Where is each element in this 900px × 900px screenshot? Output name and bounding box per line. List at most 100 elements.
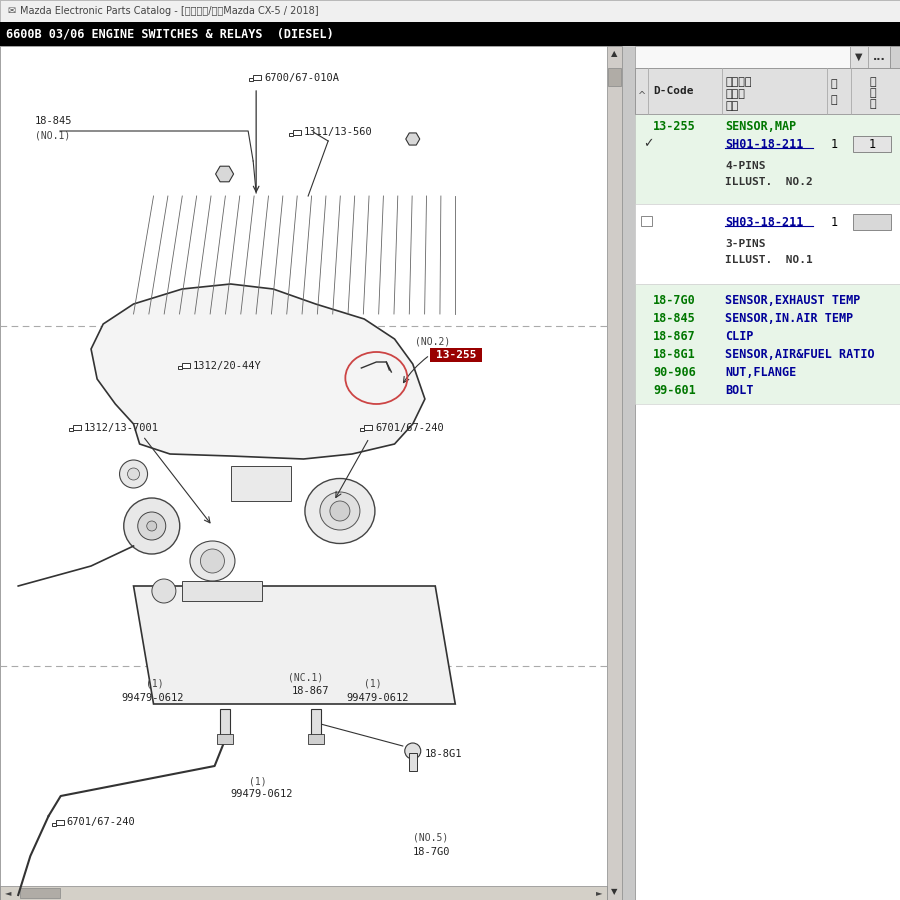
- Text: Mazda Electronic Parts Catalog - [目录图像/文本Mazda CX-5 / 2018]: Mazda Electronic Parts Catalog - [目录图像/文…: [20, 6, 319, 16]
- Bar: [56, 820, 64, 825]
- Text: 6701/67-240: 6701/67-240: [67, 817, 135, 827]
- Bar: [635, 68, 900, 114]
- Text: ▼: ▼: [611, 887, 617, 896]
- Text: 18-7G0: 18-7G0: [653, 293, 696, 307]
- Bar: [853, 136, 891, 152]
- Bar: [178, 366, 182, 369]
- Text: (1): (1): [146, 679, 163, 689]
- Text: ▼: ▼: [855, 52, 863, 62]
- Circle shape: [152, 579, 176, 603]
- Bar: [364, 425, 373, 430]
- Bar: [430, 348, 482, 362]
- Text: 1311/13-560: 1311/13-560: [304, 128, 373, 138]
- Text: 99479-0612: 99479-0612: [122, 693, 184, 703]
- Text: (NC.1): (NC.1): [289, 673, 324, 683]
- Bar: [253, 75, 261, 80]
- Text: 18-845: 18-845: [653, 311, 696, 325]
- Bar: [850, 46, 868, 68]
- Text: 4-PINS: 4-PINS: [725, 161, 766, 171]
- Text: 18-845: 18-845: [35, 116, 73, 126]
- Text: SENSOR,EXHAUST TEMP: SENSOR,EXHAUST TEMP: [725, 293, 860, 307]
- Text: (NO.2): (NO.2): [415, 336, 450, 346]
- Text: 13-255: 13-255: [653, 120, 696, 132]
- Text: (NO.5): (NO.5): [413, 833, 448, 843]
- Bar: [360, 428, 364, 431]
- Bar: [0, 22, 900, 46]
- Text: (1): (1): [364, 679, 382, 689]
- Text: 6700/67-010A: 6700/67-010A: [265, 73, 339, 83]
- Text: 18-7G0: 18-7G0: [413, 847, 450, 857]
- Bar: [217, 734, 232, 744]
- Circle shape: [201, 549, 224, 573]
- Text: 1: 1: [868, 138, 876, 150]
- Text: 18-867: 18-867: [653, 329, 696, 343]
- Text: SENSOR,AIR&FUEL RATIO: SENSOR,AIR&FUEL RATIO: [725, 347, 875, 361]
- Bar: [641, 216, 652, 226]
- Bar: [622, 46, 635, 900]
- Bar: [310, 709, 320, 739]
- Text: 部件名称: 部件名称: [725, 77, 752, 87]
- Bar: [182, 581, 262, 601]
- Circle shape: [330, 501, 350, 521]
- Circle shape: [147, 521, 157, 531]
- Text: ✉: ✉: [7, 6, 15, 16]
- Text: 18-8G1: 18-8G1: [425, 749, 463, 759]
- Text: 6600B 03/06 ENGINE SWITCHES & RELAYS  (DIESEL): 6600B 03/06 ENGINE SWITCHES & RELAYS (DI…: [6, 28, 334, 40]
- Text: 1312/13-7001: 1312/13-7001: [84, 422, 158, 433]
- Text: 90-906: 90-906: [653, 365, 696, 379]
- Bar: [249, 78, 253, 81]
- Text: ILLUST.  NO.2: ILLUST. NO.2: [725, 177, 813, 187]
- Text: 数: 数: [869, 99, 877, 109]
- Text: 说明: 说明: [725, 101, 738, 111]
- Bar: [220, 709, 230, 739]
- Text: ILLUST.  NO.1: ILLUST. NO.1: [725, 255, 813, 265]
- Bar: [868, 46, 890, 68]
- Text: ^: ^: [638, 91, 646, 101]
- Text: 99479-0612: 99479-0612: [346, 693, 409, 703]
- Text: SENSOR,MAP: SENSOR,MAP: [725, 120, 796, 132]
- Text: 订: 订: [869, 77, 877, 87]
- Text: 1: 1: [831, 215, 838, 229]
- Text: SENSOR,IN.AIR TEMP: SENSOR,IN.AIR TEMP: [725, 311, 853, 325]
- Bar: [409, 753, 417, 771]
- Text: SH03-18-211: SH03-18-211: [725, 215, 804, 229]
- Bar: [635, 204, 900, 284]
- Text: SH01-18-211: SH01-18-211: [725, 138, 804, 150]
- Bar: [68, 428, 73, 431]
- Bar: [73, 425, 81, 430]
- Text: 99-601: 99-601: [653, 383, 696, 397]
- Text: 18-8G1: 18-8G1: [653, 347, 696, 361]
- Text: ►: ►: [596, 888, 602, 897]
- Circle shape: [138, 512, 166, 540]
- Polygon shape: [91, 284, 425, 459]
- Circle shape: [405, 743, 421, 759]
- Text: D-Code: D-Code: [653, 86, 694, 96]
- Text: ◄: ◄: [4, 888, 11, 897]
- Text: NUT,FLANGE: NUT,FLANGE: [725, 365, 796, 379]
- Ellipse shape: [320, 492, 360, 530]
- Bar: [293, 130, 302, 135]
- Bar: [635, 46, 900, 900]
- Text: ▲: ▲: [611, 50, 617, 58]
- Bar: [635, 114, 900, 204]
- Text: ...: ...: [873, 52, 886, 62]
- Text: BOLT: BOLT: [725, 383, 753, 397]
- Bar: [0, 0, 900, 22]
- Bar: [890, 46, 900, 68]
- Text: 99479-0612: 99479-0612: [230, 789, 293, 799]
- Text: 1312/20-44Y: 1312/20-44Y: [194, 361, 262, 371]
- Bar: [0, 886, 607, 900]
- Bar: [853, 214, 891, 230]
- Bar: [20, 888, 60, 898]
- Text: 量: 量: [831, 95, 837, 105]
- Ellipse shape: [190, 541, 235, 581]
- Text: (NO.1): (NO.1): [35, 131, 70, 141]
- Bar: [608, 68, 621, 86]
- Text: CLIP: CLIP: [725, 329, 753, 343]
- Bar: [182, 363, 190, 368]
- Polygon shape: [216, 166, 234, 182]
- Circle shape: [124, 498, 180, 554]
- Bar: [635, 284, 900, 404]
- Text: 购: 购: [869, 88, 877, 98]
- Bar: [289, 133, 293, 136]
